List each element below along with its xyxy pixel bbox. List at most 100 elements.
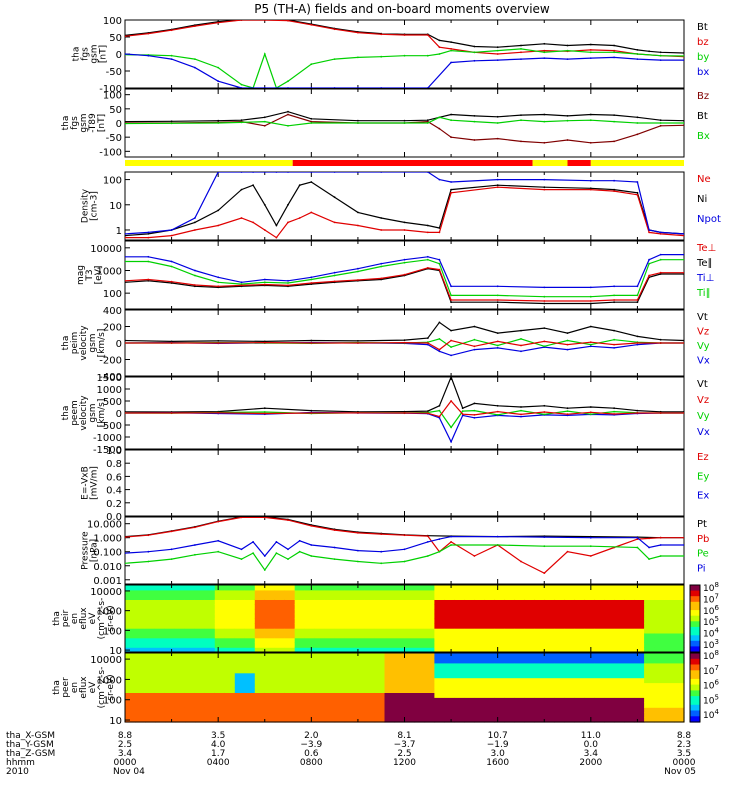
series-point <box>496 46 499 49</box>
series-point <box>310 23 313 26</box>
spectrogram-cell <box>514 632 525 639</box>
spectrogram-cell <box>574 647 585 653</box>
spectrogram-cell <box>214 697 226 703</box>
series-point <box>683 124 684 127</box>
colorbar-swatch <box>690 612 700 617</box>
spectrogram-cell <box>614 667 625 674</box>
series-point <box>310 525 313 527</box>
series-point <box>589 406 592 408</box>
series-point <box>380 550 383 553</box>
spectrogram-cell <box>634 692 645 698</box>
spectrogram-cell <box>464 657 475 664</box>
spectrogram-cell <box>254 647 266 653</box>
series-point <box>683 122 684 124</box>
spectrogram-cell <box>424 604 436 610</box>
spectrogram-cell <box>125 692 136 698</box>
spectrogram-cell <box>304 672 316 679</box>
spectrogram-cell <box>344 717 356 723</box>
series-point <box>543 113 546 116</box>
spectrogram-cell <box>394 687 406 693</box>
spectrogram-cell <box>214 618 226 624</box>
spectrogram-cell <box>274 642 286 648</box>
colorbar-swatch <box>690 693 700 697</box>
spectrogram-cell <box>544 692 555 698</box>
spectrogram-cell <box>544 687 555 693</box>
spectrogram-cell <box>414 628 426 634</box>
spectrogram-cell <box>164 653 176 659</box>
spectrogram-cell <box>474 717 485 723</box>
spectrogram-cell <box>294 594 306 600</box>
y-tick-label: -100 <box>99 84 122 95</box>
spectrogram-cell <box>135 707 146 713</box>
spectrogram-cell <box>164 594 176 600</box>
spectrogram-cell <box>294 604 306 610</box>
spectrogram-cell <box>364 647 376 653</box>
spectrogram-cell <box>224 712 236 718</box>
spectrogram-cell <box>584 613 595 620</box>
spectrogram-cell <box>434 697 445 703</box>
spectrogram-cell <box>374 697 386 703</box>
spectrogram-cell <box>464 589 475 596</box>
colorbar-swatch <box>690 687 700 691</box>
spectrogram-cell <box>184 707 196 713</box>
series-point <box>613 51 615 54</box>
series-point <box>636 133 639 136</box>
spectrogram-cell <box>624 653 635 659</box>
spectrogram-cell <box>604 618 615 624</box>
series-point <box>543 120 546 123</box>
series-point <box>194 58 196 60</box>
spectrogram-cell <box>164 632 176 639</box>
spectrogram-cell <box>214 667 226 674</box>
spectrogram-cell <box>284 712 296 718</box>
spectrogram-cell <box>484 628 495 634</box>
spectrogram-cell <box>274 662 286 669</box>
spectrogram-cell <box>634 672 645 679</box>
series-point <box>520 413 522 416</box>
spectrogram-cell <box>274 618 286 624</box>
spectrogram-cell <box>524 599 535 605</box>
x-axis-value: 0.6 <box>304 749 319 759</box>
spectrogram-cell <box>274 599 286 605</box>
colorbar-swatch <box>690 661 700 666</box>
spectrogram-cell <box>324 632 336 639</box>
series-point <box>648 558 650 560</box>
spectrogram-cell <box>634 662 645 669</box>
spectrogram-cell <box>474 702 485 708</box>
spectrogram-cell <box>164 585 176 591</box>
series-point <box>636 343 639 346</box>
spectrogram-cell <box>494 702 505 708</box>
series-point <box>589 343 592 346</box>
spectrogram-cell <box>534 657 545 664</box>
spectrogram-cell <box>574 682 585 689</box>
spectrogram-cell <box>414 697 426 703</box>
spectrogram-cell <box>484 613 495 620</box>
spectrogram-cell <box>574 692 585 698</box>
legend-entry: Npot <box>697 214 721 225</box>
spectrogram-cell <box>374 604 386 610</box>
series-point <box>263 120 266 123</box>
spectrogram-cell <box>314 647 326 653</box>
spectrogram-cell <box>234 672 246 679</box>
series-line-Te⊥ <box>125 267 684 302</box>
spectrogram-cell <box>224 707 236 713</box>
spectrogram-cell <box>534 585 545 591</box>
spectrogram-cell <box>514 677 525 684</box>
legend-entry: Ti⊥ <box>696 273 714 284</box>
series-point <box>438 348 441 351</box>
series-point <box>566 343 569 346</box>
spectrogram-cell <box>534 628 545 634</box>
spectrogram-cell <box>194 712 206 718</box>
spectrogram-cell <box>254 628 266 634</box>
spectrogram-cell <box>574 613 585 620</box>
series-point <box>683 339 684 342</box>
spectrogram-cell <box>145 628 156 634</box>
colorbar-swatch <box>690 596 700 600</box>
series-line-Bz <box>125 113 684 144</box>
spectrogram-cell <box>254 702 266 708</box>
spectrogram-cell <box>574 672 585 679</box>
spectrogram-cell <box>544 717 555 723</box>
spectrogram-cell <box>644 662 655 669</box>
spectrogram-cell <box>404 594 416 600</box>
spectrogram-cell <box>135 585 146 591</box>
spectrogram-cell <box>644 623 655 629</box>
